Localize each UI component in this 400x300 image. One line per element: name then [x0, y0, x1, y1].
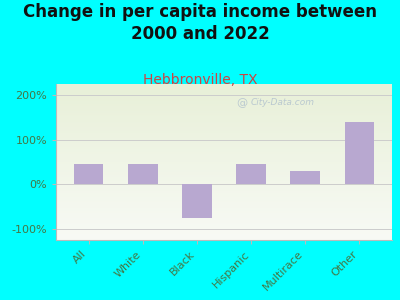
Text: Hebbronville, TX: Hebbronville, TX — [143, 74, 257, 88]
Bar — [74, 164, 104, 184]
Bar — [344, 122, 374, 184]
Bar — [290, 171, 320, 184]
Bar — [182, 184, 212, 218]
Text: Change in per capita income between
2000 and 2022: Change in per capita income between 2000… — [23, 3, 377, 43]
Text: @: @ — [236, 98, 247, 108]
Bar — [236, 164, 266, 184]
Text: City-Data.com: City-Data.com — [251, 98, 315, 107]
Bar — [128, 164, 158, 184]
